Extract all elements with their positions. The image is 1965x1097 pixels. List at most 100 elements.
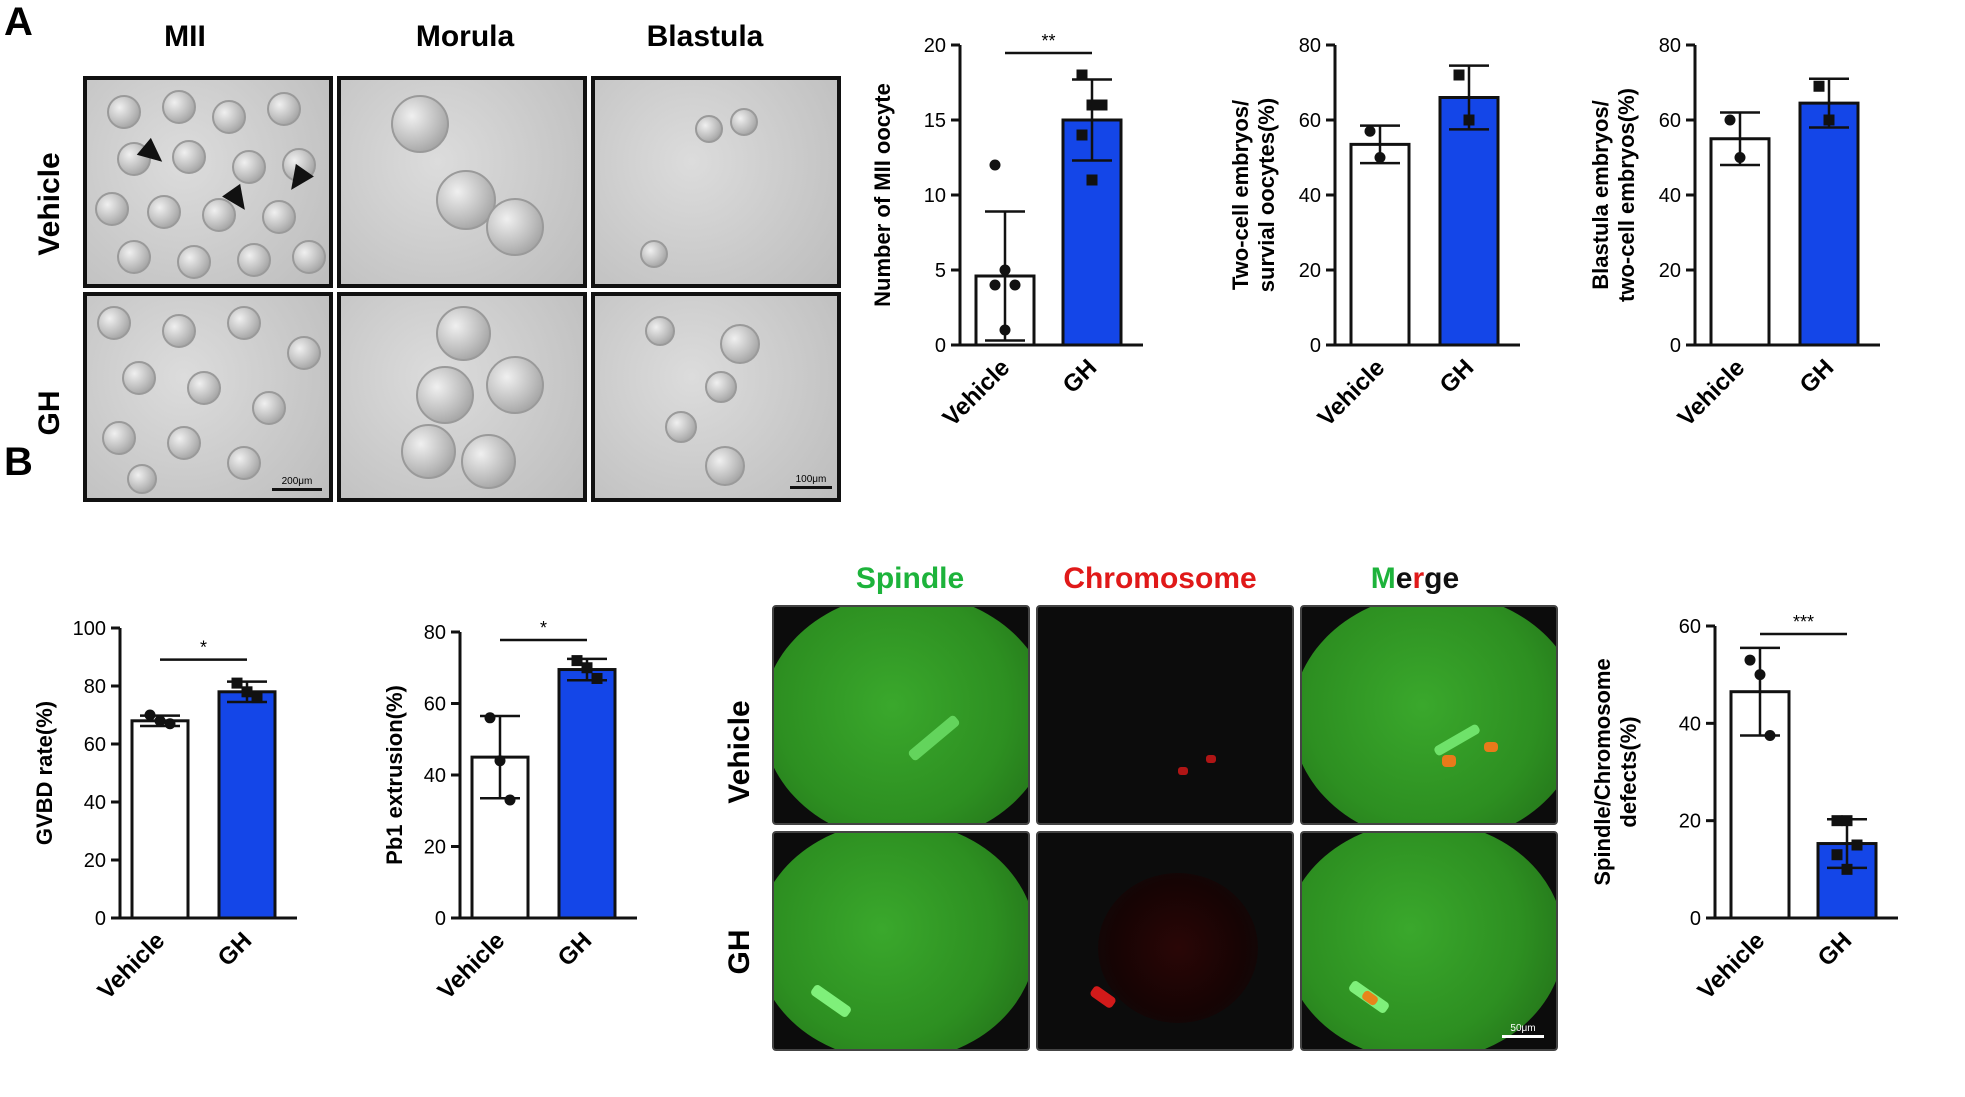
- data-point: [1076, 129, 1088, 141]
- fluorescence-chromosome-vehicle: [1036, 605, 1294, 825]
- scale-label: 100μm: [795, 474, 827, 485]
- data-point: [484, 712, 496, 724]
- scale-label: 50μm: [1510, 1023, 1536, 1034]
- data-point: [241, 686, 253, 698]
- data-point: [989, 159, 1001, 171]
- data-point: [1841, 815, 1853, 827]
- row-header-gh-c: GH: [723, 929, 756, 975]
- bar-gh: [1061, 118, 1123, 347]
- y-axis-label: Spindle/Chromosome: [1590, 658, 1615, 885]
- y-tick-label: 60: [1659, 110, 1681, 132]
- y-tick-label: 40: [424, 765, 446, 787]
- y-tick-label: 80: [84, 676, 106, 698]
- bar-gh: [1438, 96, 1500, 347]
- y-tick-label: 60: [1299, 110, 1321, 132]
- data-point: [1086, 174, 1098, 186]
- y-axis-label: survial oocytes(%): [1254, 98, 1279, 292]
- data-point: [1744, 654, 1756, 666]
- data-point: [999, 324, 1011, 336]
- data-point: [494, 755, 506, 767]
- y-axis-label: Two-cell embryos/: [1228, 100, 1253, 290]
- y-axis-label: Number of MII oocyte: [870, 83, 895, 307]
- chart-pb1-extrusion: 0 20 40 60 80 Pb1 extrusion(%) Vehicle GH *: [382, 618, 637, 1005]
- y-axis-label: Pb1 extrusion(%): [382, 685, 407, 865]
- x-tick-label: Vehicle: [938, 354, 1016, 430]
- x-tick-label: GH: [1795, 354, 1840, 399]
- y-tick-label: 20: [424, 837, 446, 859]
- fluorescence-merge-vehicle: [1300, 605, 1558, 825]
- data-point: [1463, 114, 1475, 126]
- data-point: [251, 692, 263, 704]
- data-point: [1724, 114, 1736, 126]
- y-tick-label: 0: [935, 335, 946, 357]
- x-tick-label: GH: [1058, 354, 1103, 399]
- y-axis-label: GVBD rate(%): [32, 701, 57, 845]
- y-tick-label: 100: [73, 618, 106, 640]
- x-tick-label: Vehicle: [1313, 354, 1391, 430]
- column-header-blastula: Blastula: [646, 20, 764, 53]
- y-tick-label: 20: [1659, 260, 1681, 282]
- bar-gh: [1798, 101, 1860, 347]
- data-point: [999, 264, 1011, 276]
- column-header-morula: Morula: [415, 20, 515, 53]
- micrograph-morula-vehicle: [337, 76, 587, 288]
- row-header-vehicle-a: Vehicle: [33, 152, 66, 256]
- x-tick-label: GH: [1435, 354, 1480, 399]
- data-point: [1831, 815, 1843, 827]
- data-point: [1009, 279, 1021, 291]
- y-tick-label: 0: [1310, 335, 1321, 357]
- y-tick-label: 0: [1690, 908, 1701, 930]
- significance-marker: *: [200, 638, 207, 658]
- panel-label-b: B: [4, 440, 33, 484]
- fluorescence-spindle-gh: [772, 831, 1030, 1051]
- y-tick-label: 40: [84, 792, 106, 814]
- y-tick-label: 60: [84, 734, 106, 756]
- data-point: [1823, 114, 1835, 126]
- column-header-spindle: Spindle: [855, 562, 965, 595]
- y-axis-label: Blastula embryos/: [1588, 100, 1613, 290]
- row-header-gh-a: GH: [33, 390, 66, 436]
- significance-marker: ***: [1793, 612, 1814, 632]
- data-point: [591, 672, 603, 684]
- bar-gh: [557, 668, 617, 920]
- y-tick-label: 20: [84, 850, 106, 872]
- data-point: [144, 709, 156, 721]
- data-point: [1831, 849, 1843, 861]
- micrograph-blastula-gh: 100μm: [591, 292, 841, 502]
- data-point: [1734, 152, 1746, 163]
- data-point: [989, 279, 1001, 291]
- fluorescence-spindle-vehicle: [772, 605, 1030, 825]
- y-tick-label: 80: [424, 622, 446, 644]
- data-point: [504, 794, 516, 806]
- data-point: [1813, 80, 1825, 92]
- y-tick-label: 20: [1679, 811, 1701, 833]
- data-point: [1754, 669, 1766, 681]
- x-tick-label: GH: [1813, 927, 1858, 972]
- data-point: [571, 655, 583, 667]
- x-tick-label: GH: [553, 927, 598, 972]
- y-tick-label: 60: [1679, 616, 1701, 638]
- micrograph-blastula-vehicle: [591, 76, 841, 288]
- y-tick-label: 0: [1670, 335, 1681, 357]
- y-tick-label: 60: [424, 694, 446, 716]
- column-header-merge: Merge: [1370, 562, 1460, 595]
- data-point: [1086, 99, 1098, 111]
- x-tick-label: Vehicle: [1693, 927, 1771, 1005]
- fluorescence-chromosome-gh: [1036, 831, 1294, 1051]
- row-header-vehicle-c: Vehicle: [723, 700, 756, 804]
- chart-gvbd-rate: 0 20 40 60 80 100 GVBD rate(%) Vehicle GH *: [32, 618, 297, 1005]
- scale-bar: [790, 486, 832, 489]
- data-point: [164, 718, 176, 730]
- data-point: [581, 662, 593, 674]
- chart-spindle-defects: 0 20 40 60 Spindle/Chromosome defects(%) Vehic…: [1590, 612, 1898, 1005]
- y-tick-label: 20: [924, 35, 946, 57]
- chart-blastula-embryos: 0 20 40 60 80 Blastula embryos/two-cell embry…: [1588, 35, 1880, 430]
- chart-mii-oocyte-count: 0 5 10 15 20 Number of MII oocyte Vehicle GH **: [870, 31, 1143, 430]
- column-header-mii: MII: [164, 20, 206, 53]
- micrograph-mii-gh: 200μm: [83, 292, 333, 502]
- significance-marker: *: [540, 618, 547, 638]
- bar-gh: [217, 690, 277, 920]
- data-point: [1841, 863, 1853, 875]
- bar-vehicle: [1349, 142, 1411, 347]
- y-tick-label: 40: [1659, 185, 1681, 207]
